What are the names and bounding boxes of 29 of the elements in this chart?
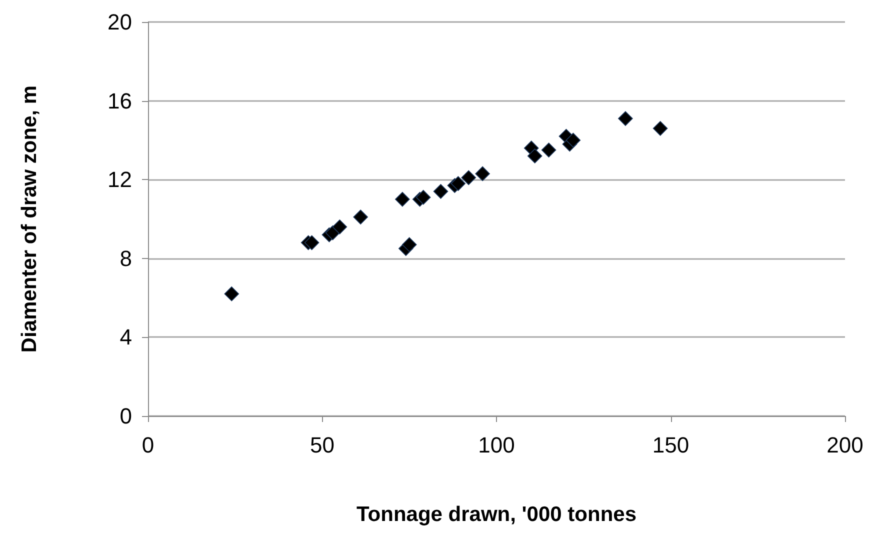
point <box>652 120 668 136</box>
y-axis-title: Diamenter of draw zone, m <box>18 85 41 353</box>
y-tick-label: 16 <box>108 88 132 114</box>
y-tick-label: 12 <box>108 167 132 192</box>
point <box>461 170 476 186</box>
x-axis-title: Tonnage drawn, '000 tonnes <box>356 503 636 526</box>
point <box>566 132 581 148</box>
point <box>395 192 410 207</box>
point <box>527 148 542 164</box>
point <box>433 184 448 199</box>
point <box>402 237 417 252</box>
x-tick-label: 200 <box>826 432 864 458</box>
y-tick-label: 8 <box>120 246 132 271</box>
point <box>304 235 320 250</box>
point <box>332 219 348 234</box>
x-tick-label: 100 <box>478 432 515 458</box>
point <box>353 210 368 224</box>
point <box>450 176 466 191</box>
x-tick-label: 50 <box>310 432 334 458</box>
point <box>475 166 490 182</box>
x-tick-label: 150 <box>652 432 690 458</box>
y-tick-label: 0 <box>120 404 132 428</box>
y-tick-label: 4 <box>120 324 132 350</box>
point <box>224 286 240 302</box>
point <box>618 111 633 126</box>
point <box>541 142 556 158</box>
point <box>416 190 431 205</box>
y-tick-label: 20 <box>108 10 132 34</box>
x-tick-label: 0 <box>142 432 154 458</box>
